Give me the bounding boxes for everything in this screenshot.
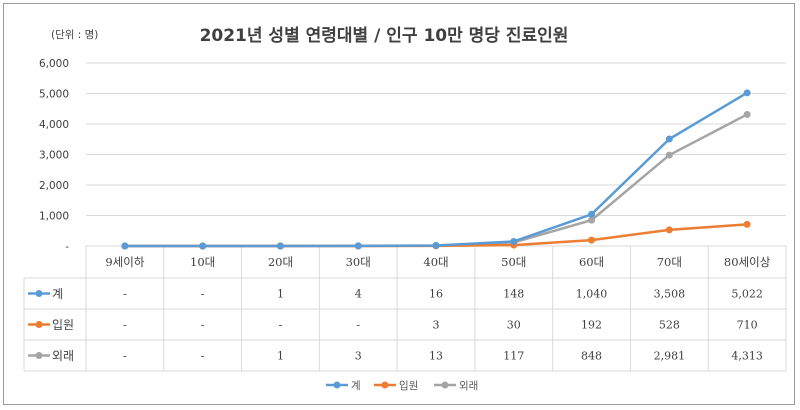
inpatient-cell: - (279, 319, 283, 332)
total-legend-marker (333, 381, 341, 389)
total-cell: 148 (503, 288, 524, 301)
category-label: 70대 (657, 255, 682, 269)
y-tick-label: 6,000 (39, 58, 69, 70)
inpatient-cell: 30 (507, 319, 521, 332)
outpatient-cell: - (201, 350, 205, 363)
unit-label: (단위 : 명) (51, 28, 98, 41)
inpatient-data-point (743, 220, 751, 228)
outpatient-series-line (124, 113, 748, 248)
outpatient-row-label: 외래 (52, 349, 74, 363)
inpatient-cell: - (356, 319, 360, 332)
category-label: 60대 (579, 255, 604, 269)
total-row-label: 계 (52, 287, 63, 301)
inpatient-cell: 192 (581, 319, 602, 332)
outpatient-cell: 848 (581, 350, 602, 363)
inpatient-cell: - (201, 319, 205, 332)
series-lines (121, 89, 751, 250)
category-label: 30대 (346, 255, 371, 269)
inpatient-legend-label: 입원 (399, 379, 418, 392)
inpatient-row-key-marker (35, 321, 43, 328)
total-data-point (665, 135, 673, 143)
total-data-point (743, 89, 751, 97)
category-label: 9세이하 (105, 255, 144, 269)
total-cell: 4 (355, 288, 362, 301)
outpatient-data-point (743, 110, 751, 118)
y-tick-label: 2,000 (39, 180, 69, 192)
y-axis: - 1,000 2,000 3,000 4,000 5,000 6,000 (39, 58, 69, 253)
y-tick-label: 4,000 (39, 119, 69, 131)
outpatient-data-point (665, 151, 673, 159)
total-cell: 16 (429, 288, 443, 301)
total-row-key-marker (35, 290, 43, 297)
total-cell: 1,040 (576, 288, 608, 301)
total-data-point (276, 242, 284, 250)
y-tick-label: 1,000 (39, 211, 69, 223)
outpatient-legend-marker (441, 381, 449, 389)
total-data-point (121, 242, 129, 250)
inpatient-cell: 528 (659, 319, 680, 332)
outpatient-cell: 13 (429, 350, 443, 363)
total-cell: - (201, 288, 205, 301)
inpatient-data-point (665, 226, 673, 234)
outpatient-legend-label: 외래 (459, 380, 478, 392)
category-label: 10대 (190, 255, 215, 269)
outpatient-cell: 4,313 (731, 350, 763, 363)
category-label: 80세이상 (724, 255, 771, 269)
total-data-point (199, 242, 207, 250)
outpatient-row-key-marker (35, 352, 43, 359)
chart-frame: 2021년 성별 연령대별 / 인구 10만 명당 진료인원 (단위 : 명) … (3, 3, 795, 405)
y-tick-label: - (65, 241, 69, 253)
outpatient-cell: 1 (277, 350, 284, 363)
total-legend-label: 계 (351, 380, 361, 392)
outpatient-data-point (588, 216, 596, 224)
inpatient-cell: 710 (737, 319, 758, 332)
inpatient-data-point (588, 236, 596, 244)
outpatient-cell: - (123, 350, 127, 363)
total-data-point (588, 210, 596, 218)
total-cell: 1 (277, 288, 284, 301)
legend: 계 입원 외래 (326, 379, 478, 392)
category-label: 20대 (268, 255, 293, 269)
total-cell: 3,508 (654, 288, 686, 301)
inpatient-cell: - (123, 319, 127, 332)
outpatient-cell: 2,981 (654, 350, 686, 363)
total-cell: - (123, 288, 127, 301)
total-data-point (510, 237, 518, 245)
inpatient-cell: 3 (433, 319, 440, 332)
y-tick-label: 3,000 (39, 150, 69, 162)
chart-title: 2021년 성별 연령대별 / 인구 10만 명당 진료인원 (200, 25, 569, 46)
total-cell: 5,022 (731, 288, 763, 301)
inpatient-row-label: 입원 (52, 318, 74, 332)
line-chart-with-data-table: 2021년 성별 연령대별 / 인구 10만 명당 진료인원 (단위 : 명) … (23, 25, 787, 392)
category-label: 40대 (423, 255, 448, 269)
inpatient-legend-marker (381, 381, 389, 389)
category-label: 50대 (501, 255, 526, 269)
total-data-point (432, 242, 440, 250)
outpatient-cell: 3 (355, 350, 362, 363)
total-data-point (354, 242, 362, 250)
gridlines (86, 62, 786, 247)
outpatient-cell: 117 (503, 350, 524, 363)
y-tick-label: 5,000 (39, 89, 69, 101)
